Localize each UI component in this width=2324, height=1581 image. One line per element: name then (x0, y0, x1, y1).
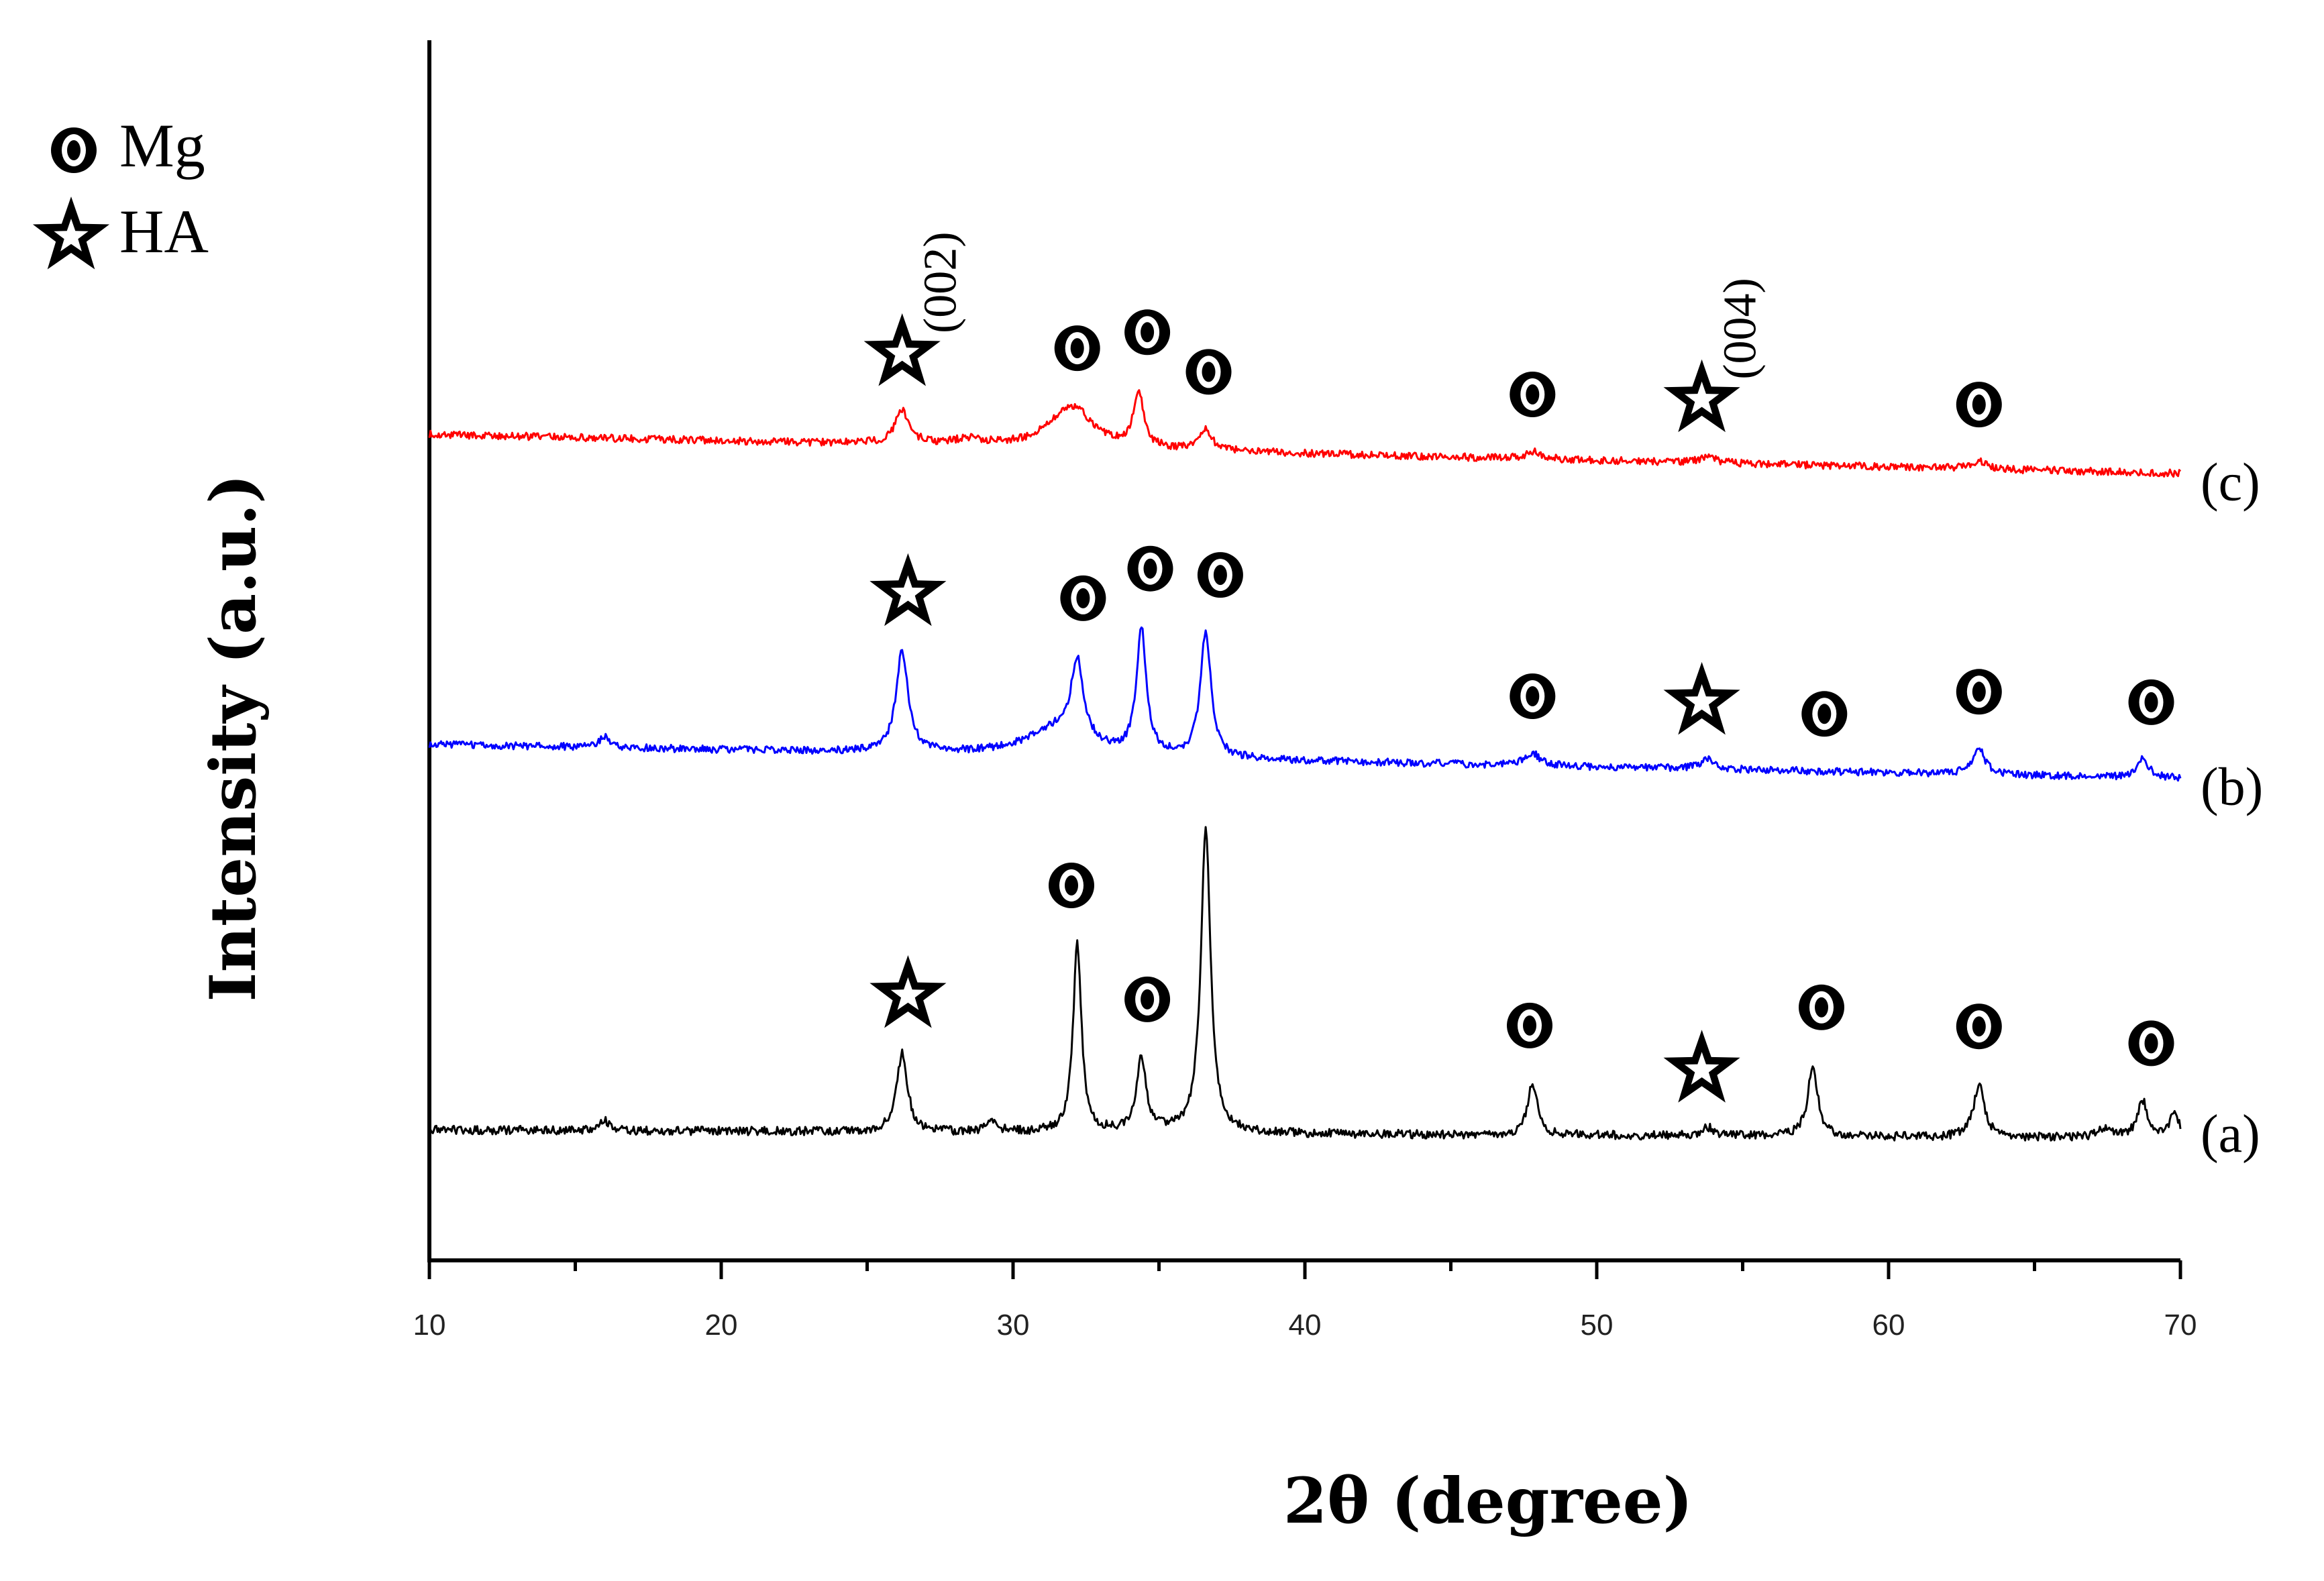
ha-peak-star-icon (869, 955, 947, 1028)
y-axis-title: Intensity (a.u.) (197, 474, 270, 1002)
series-labels: (a) (b) (c) (2201, 453, 2263, 1164)
x-tick-label: 10 (413, 1309, 446, 1342)
mg-peak-icon (1054, 325, 1100, 372)
mg-peak-icon (1956, 1003, 2002, 1050)
x-axis-title: 2θ (degree) (1283, 1464, 1693, 1538)
x-tick-label: 60 (1872, 1309, 1905, 1342)
series-label: (c) (2201, 453, 2260, 512)
series-label: (a) (2201, 1105, 2260, 1164)
mg-peak-icon (1124, 976, 1171, 1022)
series-line-c (428, 389, 2182, 478)
x-axis-tick-labels: 10 20 30 40 50 60 70 (413, 1309, 2197, 1342)
miller-index-label: (002) (915, 231, 967, 333)
mg-peak-icon (1197, 552, 1243, 598)
legend-label-mg: Mg (119, 111, 205, 180)
miller-index-label: (004) (1715, 278, 1766, 380)
peak-markers: (002) (004) (863, 231, 2174, 1103)
mg-peak-icon (2128, 679, 2174, 725)
series-line-b (428, 626, 2182, 782)
x-tick-label: 30 (997, 1309, 1030, 1342)
mg-peak-icon (1124, 309, 1171, 356)
ha-peak-star-icon (869, 553, 947, 626)
mg-peak-icon (1127, 545, 1173, 592)
x-axis-ticks (427, 1260, 2182, 1279)
x-tick-label: 70 (2164, 1309, 2197, 1342)
x-tick-label: 40 (1289, 1309, 1322, 1342)
mg-peak-icon (1510, 673, 1556, 719)
legend: Mg HA (32, 111, 209, 270)
ha-star-icon (32, 197, 110, 270)
mg-peak-icon (1507, 1002, 1552, 1048)
mg-peak-icon (1049, 863, 1094, 908)
mg-icon (51, 127, 97, 173)
mg-peak-icon (2128, 1020, 2174, 1067)
mg-peak-icon (1801, 691, 1848, 737)
mg-peak-icon (1185, 349, 1232, 395)
mg-peak-icon (1060, 575, 1106, 621)
legend-label-ha: HA (119, 197, 209, 266)
ha-peak-star-icon (1663, 1030, 1740, 1103)
x-tick-label: 50 (1581, 1309, 1614, 1342)
series-line-a (428, 826, 2182, 1142)
mg-peak-icon (1956, 669, 2002, 715)
mg-peak-icon (1956, 382, 2002, 428)
series-label: (b) (2201, 757, 2263, 816)
mg-peak-icon (1510, 372, 1556, 417)
xrd-traces (428, 389, 2182, 1142)
x-tick-label: 20 (705, 1309, 738, 1342)
mg-peak-icon (1799, 984, 1844, 1030)
ha-peak-star-icon (1663, 661, 1740, 735)
